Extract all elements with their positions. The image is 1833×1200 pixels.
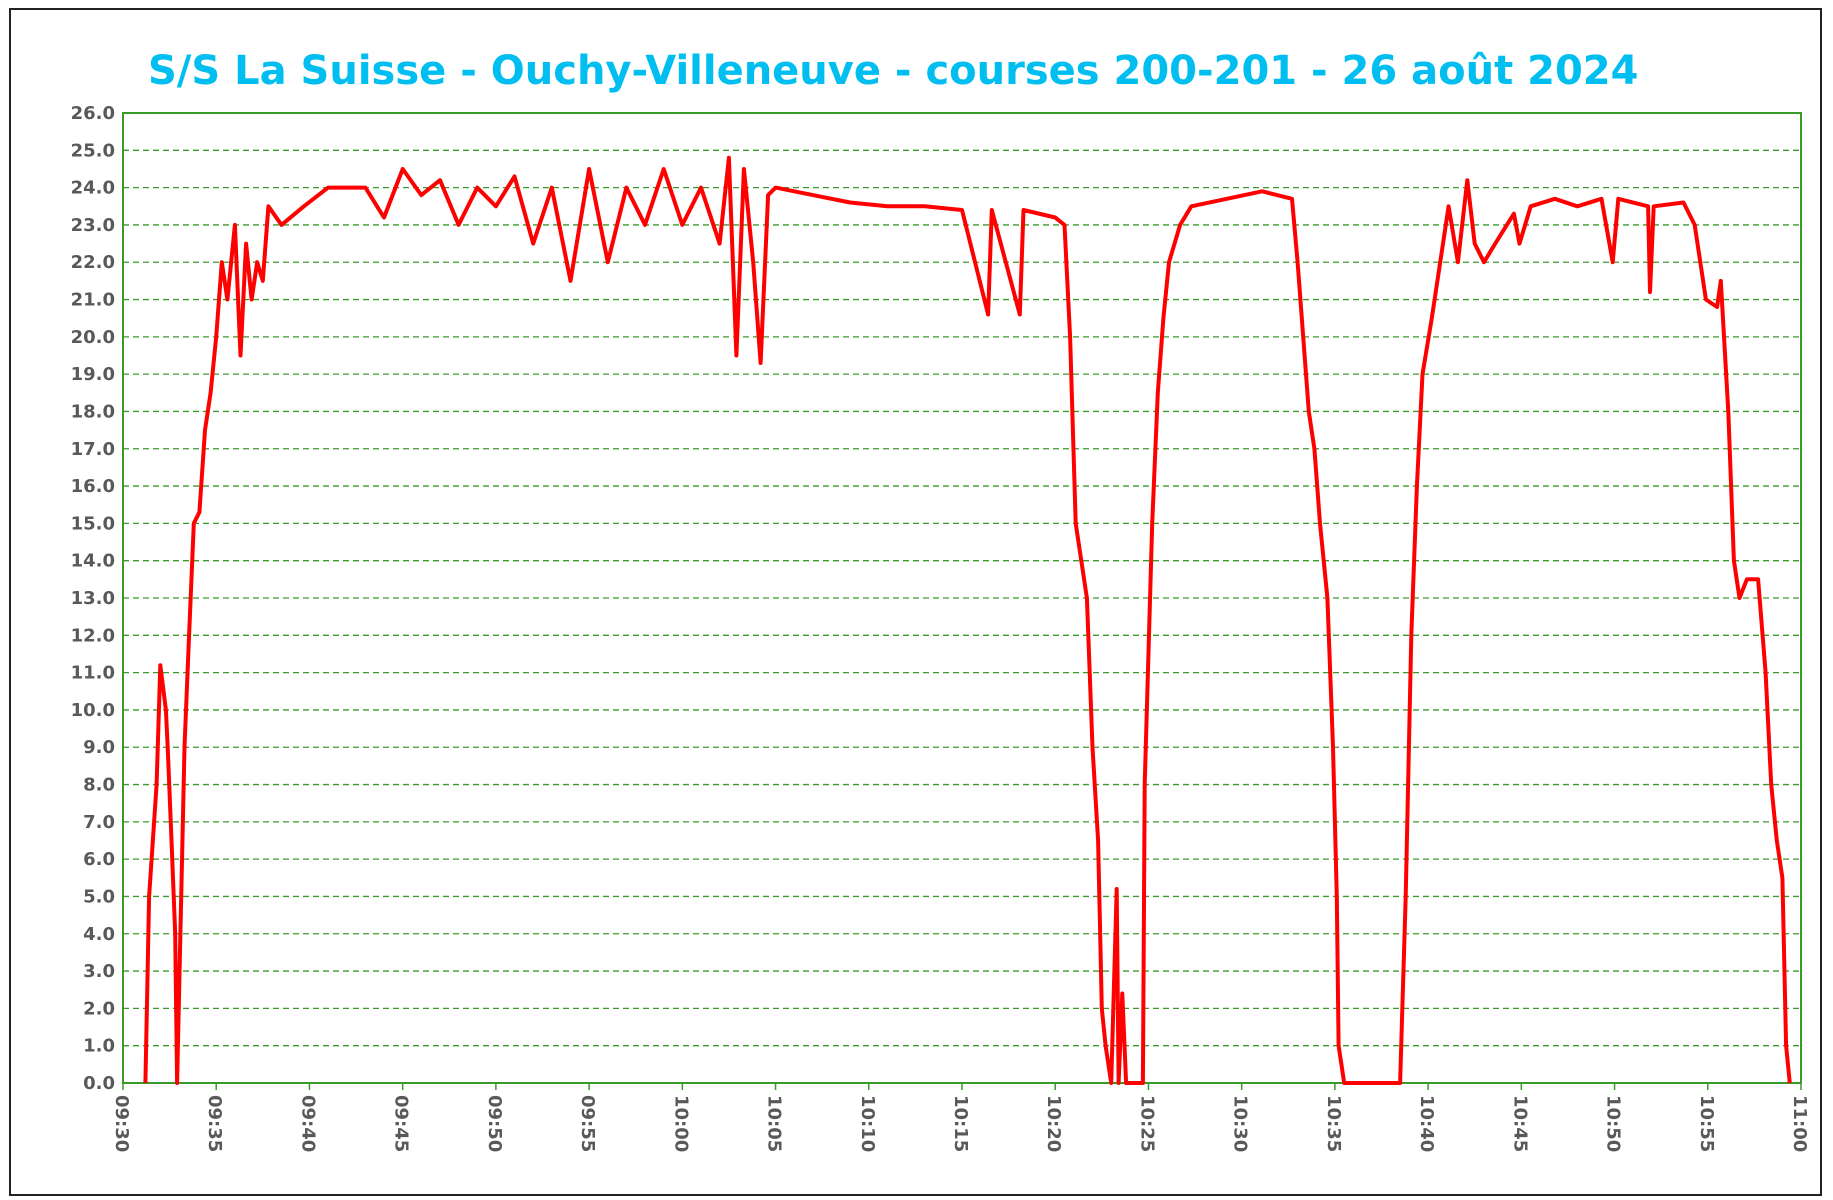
x-tick-label: 10:20 bbox=[1043, 1095, 1064, 1152]
x-tick-label: 09:50 bbox=[484, 1095, 505, 1152]
y-tick-label: 23.0 bbox=[71, 215, 115, 236]
y-tick-label: 16.0 bbox=[71, 476, 115, 497]
y-tick-label: 4.0 bbox=[83, 924, 115, 945]
x-tick-label: 10:30 bbox=[1230, 1095, 1251, 1152]
y-tick-label: 11.0 bbox=[71, 663, 115, 684]
chart-title: S/S La Suisse - Ouchy-Villeneuve - cours… bbox=[148, 48, 1638, 94]
y-tick-label: 21.0 bbox=[71, 290, 115, 311]
x-tick-label: 10:15 bbox=[950, 1095, 971, 1152]
x-tick-label: 09:35 bbox=[204, 1095, 225, 1152]
x-tick-label: 10:10 bbox=[857, 1095, 878, 1152]
x-tick-label: 10:25 bbox=[1136, 1095, 1157, 1152]
x-tick-label: 11:00 bbox=[1789, 1095, 1810, 1152]
x-tick-label: 10:05 bbox=[764, 1095, 785, 1152]
plot-border bbox=[122, 112, 1802, 1084]
x-tick-label: 09:55 bbox=[577, 1095, 598, 1152]
x-tick-label: 10:55 bbox=[1696, 1095, 1717, 1152]
x-tick-label: 10:40 bbox=[1416, 1095, 1437, 1152]
y-tick-label: 9.0 bbox=[83, 737, 115, 758]
y-tick-label: 19.0 bbox=[71, 364, 115, 385]
y-tick-label: 15.0 bbox=[71, 513, 115, 534]
chart-frame bbox=[9, 8, 1822, 1196]
y-tick-label: 25.0 bbox=[71, 140, 115, 161]
y-tick-label: 10.0 bbox=[71, 700, 115, 721]
y-tick-label: 17.0 bbox=[71, 439, 115, 460]
x-tick-label: 09:45 bbox=[391, 1095, 412, 1152]
y-tick-label: 20.0 bbox=[71, 327, 115, 348]
x-tick-label: 09:30 bbox=[111, 1095, 132, 1152]
y-tick-label: 18.0 bbox=[71, 401, 115, 422]
y-tick-label: 12.0 bbox=[71, 625, 115, 646]
x-tick-label: 09:40 bbox=[297, 1095, 318, 1152]
y-tick-label: 6.0 bbox=[83, 849, 115, 870]
y-tick-label: 26.0 bbox=[71, 103, 115, 124]
x-tick-label: 10:50 bbox=[1603, 1095, 1624, 1152]
y-tick-label: 13.0 bbox=[71, 588, 115, 609]
x-tick-label: 10:45 bbox=[1509, 1095, 1530, 1152]
y-tick-label: 22.0 bbox=[71, 252, 115, 273]
y-tick-label: 24.0 bbox=[71, 178, 115, 199]
y-tick-label: 2.0 bbox=[83, 998, 115, 1019]
y-tick-label: 3.0 bbox=[83, 961, 115, 982]
y-tick-label: 7.0 bbox=[83, 812, 115, 833]
x-tick-label: 10:00 bbox=[670, 1095, 691, 1152]
y-tick-label: 5.0 bbox=[83, 886, 115, 907]
y-tick-label: 8.0 bbox=[83, 775, 115, 796]
y-tick-label: 1.0 bbox=[83, 1036, 115, 1057]
y-tick-label: 0.0 bbox=[83, 1073, 115, 1094]
speed-line bbox=[143, 155, 1792, 1085]
x-tick-label: 10:35 bbox=[1323, 1095, 1344, 1152]
y-tick-label: 14.0 bbox=[71, 551, 115, 572]
